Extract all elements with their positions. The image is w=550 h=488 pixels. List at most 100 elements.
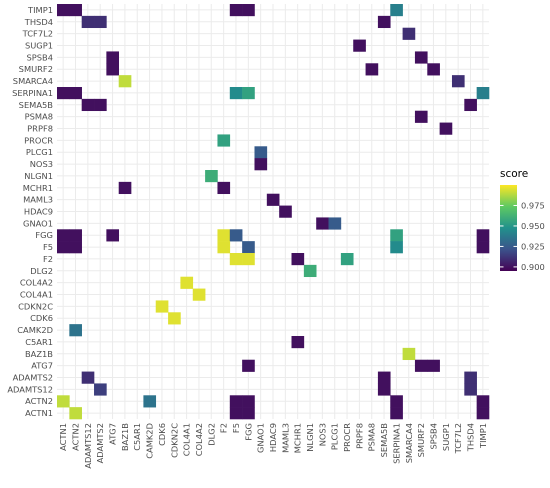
heatmap-cell [365,63,379,76]
heatmap-cell [377,15,391,29]
heatmap-cell [328,217,342,230]
heatmap-cell [303,264,317,278]
y-tick-label: CDK6 [30,313,53,323]
y-tick-label: PSMA8 [25,112,53,122]
heatmap-cell [242,4,255,17]
x-axis-tick-labels: ACTN1 ACTN2 ADAMTS12 ADAMTS2 ATG7 BAZ1B C5AR1 C… [58,423,488,469]
y-tick-label: NOS3 [30,159,53,169]
heatmap-cell [414,110,428,123]
x-tick-label: COL4A2 [194,423,204,456]
heatmap-cell [57,229,70,242]
legend-title: score [500,168,528,180]
heatmap-cell [106,51,120,64]
y-tick-label: SPSB4 [26,52,53,62]
heatmap-cell [476,241,490,254]
x-tick-label: SMURF2 [416,423,426,457]
y-tick-label: PRPF8 [27,124,53,134]
heatmap-cell [464,371,477,384]
x-tick-label: PSMA8 [367,423,377,451]
y-tick-label: SEMA5B [19,100,54,110]
color-legend: score 0.900 0.925 0.950 0.975 [500,168,545,272]
heatmap-cell [427,63,440,76]
x-tick-label: SEMA5B [379,423,389,458]
heatmap-cell [427,359,440,372]
x-tick-label: SPSB4 [428,423,438,450]
y-tick-label: HDAC9 [24,207,53,217]
x-tick-label: DLG2 [206,423,216,446]
heatmap-cell [229,4,243,17]
heatmap-cell [439,122,453,135]
heatmap-cell [291,336,305,349]
heatmap-cell [155,300,169,313]
y-tick-label: TCF7L2 [22,29,53,39]
heatmap-cell [476,395,490,408]
heatmap-cell [229,87,243,100]
heatmap-cell [476,229,490,242]
legend-tick-label: 0.975 [521,200,545,210]
heatmap-cell [69,4,82,17]
x-tick-label: NLGN1 [305,423,315,452]
y-tick-label: ADAMTS2 [13,373,53,383]
heatmap-cell [340,253,354,266]
y-tick-label: PROCR [24,135,53,145]
heatmap-cell [94,98,107,112]
heatmap-cell [266,193,280,206]
x-tick-label: F2 [219,423,229,433]
x-tick-label: TCF7L2 [453,423,463,454]
x-tick-label: BAZ1B [120,423,130,451]
y-tick-label: ACTN1 [25,408,53,418]
heatmap-cell [242,407,255,420]
heatmap-cell [57,87,70,100]
heatmap-cell [192,288,206,301]
heatmap-cell [414,51,428,64]
y-tick-label: PLCG1 [26,147,53,157]
heatmap-cell [390,407,403,420]
heatmap-cell [242,87,255,100]
x-tick-label: SUGP1 [441,423,451,451]
x-tick-label: GNAO1 [256,423,266,453]
heatmap-cell [106,63,120,76]
y-tick-label: COL4A2 [20,278,53,288]
x-tick-label: ADAMTS2 [95,423,105,463]
y-tick-label: F5 [43,242,53,252]
y-tick-label: SUGP1 [25,41,53,51]
heatmap-cell [106,229,120,242]
x-tick-label: FGG [243,423,253,441]
heatmap-cell [242,253,255,266]
heatmap-cell [390,241,403,254]
heatmap-cell [464,98,477,112]
x-tick-label: COL4A1 [182,423,192,456]
x-tick-label: SMARCA4 [404,423,414,463]
y-tick-label: C5AR1 [25,337,53,347]
x-tick-label: F5 [231,423,241,433]
heatmap-cell [291,253,305,266]
y-tick-label: SMARCA4 [13,76,53,86]
heatmap-cell [476,407,490,420]
heatmap-cell [69,87,82,100]
x-tick-label: MCHR1 [293,423,303,453]
legend-tick-label: 0.950 [521,221,545,231]
y-tick-label: DLG2 [30,266,53,276]
grid-lines [57,4,489,419]
y-tick-label: SMURF2 [19,64,53,74]
x-tick-label: HDAC9 [268,423,278,452]
x-tick-label: C5AR1 [132,423,142,451]
heatmap-cell [390,395,403,408]
heatmap-cell [69,324,82,337]
heatmap-cell [254,146,268,159]
heatmap-cell [377,371,391,384]
x-tick-label: NOS3 [317,423,327,446]
legend-tick-label: 0.925 [521,241,545,251]
heatmap-cell [217,134,231,147]
heatmap-cell [69,407,82,420]
heatmap-cell [476,87,490,100]
heatmap-cell [242,359,255,372]
x-tick-label: THSD4 [465,423,475,452]
heatmap-cell [217,229,231,242]
x-tick-label: TIMP1 [478,423,488,449]
heatmap-cell [229,395,243,408]
heatmap-cell [316,217,329,230]
heatmap-cell [451,75,465,88]
x-tick-label: CDKN2C [169,423,179,458]
